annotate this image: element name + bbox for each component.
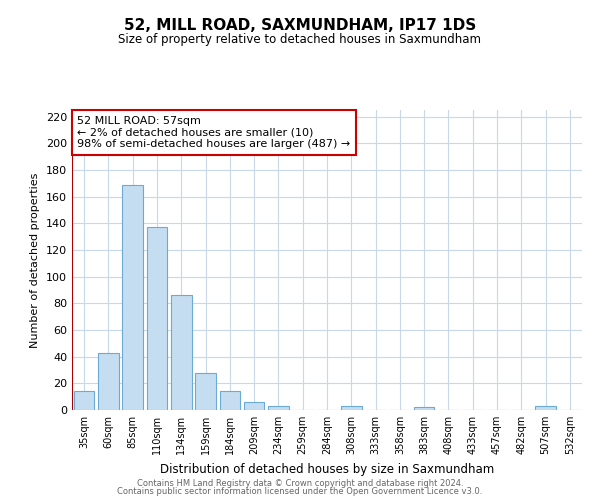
Bar xyxy=(341,406,362,410)
Text: Size of property relative to detached houses in Saxmundham: Size of property relative to detached ho… xyxy=(119,32,482,46)
Bar xyxy=(146,228,167,410)
Bar xyxy=(122,184,143,410)
Text: 52, MILL ROAD, SAXMUNDHAM, IP17 1DS: 52, MILL ROAD, SAXMUNDHAM, IP17 1DS xyxy=(124,18,476,32)
X-axis label: Distribution of detached houses by size in Saxmundham: Distribution of detached houses by size … xyxy=(160,462,494,475)
Text: Contains HM Land Registry data © Crown copyright and database right 2024.: Contains HM Land Registry data © Crown c… xyxy=(137,478,463,488)
Bar xyxy=(195,372,216,410)
Bar xyxy=(74,392,94,410)
Bar xyxy=(268,406,289,410)
Y-axis label: Number of detached properties: Number of detached properties xyxy=(31,172,40,348)
Bar xyxy=(414,408,434,410)
Text: Contains public sector information licensed under the Open Government Licence v3: Contains public sector information licen… xyxy=(118,487,482,496)
Bar xyxy=(171,296,191,410)
Bar xyxy=(98,352,119,410)
Bar xyxy=(535,406,556,410)
Bar xyxy=(220,392,240,410)
Bar xyxy=(244,402,265,410)
Text: 52 MILL ROAD: 57sqm
← 2% of detached houses are smaller (10)
98% of semi-detache: 52 MILL ROAD: 57sqm ← 2% of detached hou… xyxy=(77,116,350,149)
